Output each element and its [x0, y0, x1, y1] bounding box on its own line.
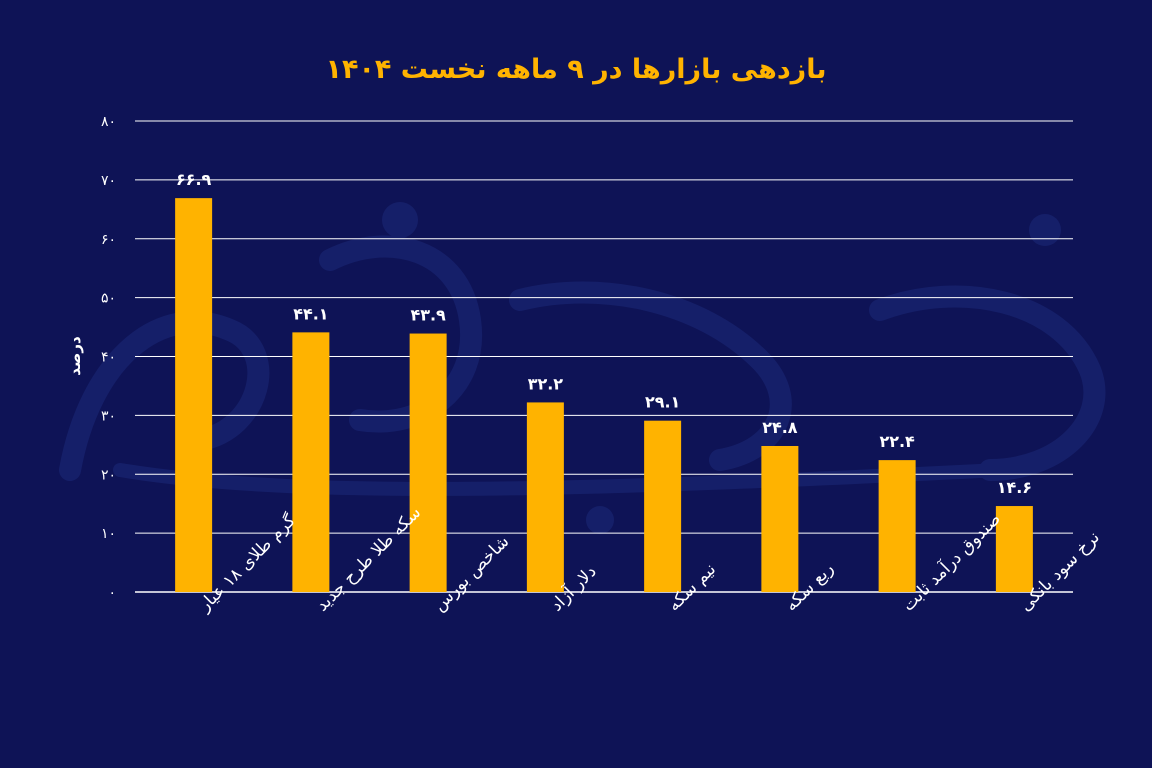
- y-axis-ticks: ۰ ۱۰ ۲۰ ۳۰ ۴۰ ۵۰ ۶۰ ۷۰ ۸۰: [101, 114, 116, 601]
- bar-5: [644, 420, 682, 592]
- y-tick-label: ۴۰: [101, 350, 116, 366]
- y-tick-label: ۳۰: [101, 408, 116, 424]
- bar-2: [292, 332, 330, 592]
- value-label-1: ۶۶.۹: [176, 170, 212, 189]
- value-label-7: ۲۲.۴: [879, 432, 915, 451]
- y-tick-label: ۵۰: [101, 291, 116, 307]
- gridlines: [135, 120, 1073, 593]
- bar-4: [526, 402, 564, 592]
- value-label-5: ۲۹.۱: [645, 393, 680, 412]
- bar-7: [878, 460, 916, 592]
- bar-8: [995, 506, 1033, 592]
- value-label-3: ۴۳.۹: [410, 306, 446, 325]
- y-tick-label: ۱۰: [101, 526, 116, 542]
- y-tick-label: ۸۰: [101, 114, 116, 130]
- bar-6: [761, 445, 799, 592]
- y-tick-label: ۶۰: [101, 232, 116, 248]
- chart-title: بازدهی بازارها در ۹ ماهه نخست ۱۴۰۴: [325, 54, 826, 85]
- bars: [175, 198, 1033, 592]
- value-label-2: ۴۴.۱: [293, 304, 328, 323]
- bar-3: [409, 333, 447, 592]
- y-tick-label: ۰: [108, 585, 116, 601]
- y-axis-label: درصد: [66, 336, 84, 376]
- value-label-4: ۳۲.۲: [528, 374, 564, 393]
- bar-1: [175, 198, 213, 592]
- value-label-8: ۱۴.۶: [997, 478, 1032, 497]
- value-label-6: ۲۴.۸: [762, 418, 798, 437]
- value-labels: ۶۶.۹ ۴۴.۱ ۴۳.۹ ۳۲.۲ ۲۹.۱ ۲۴.۸ ۲۲.۴ ۱۴.۶: [176, 170, 1032, 497]
- y-tick-label: ۲۰: [101, 467, 116, 483]
- y-tick-label: ۷۰: [101, 173, 116, 189]
